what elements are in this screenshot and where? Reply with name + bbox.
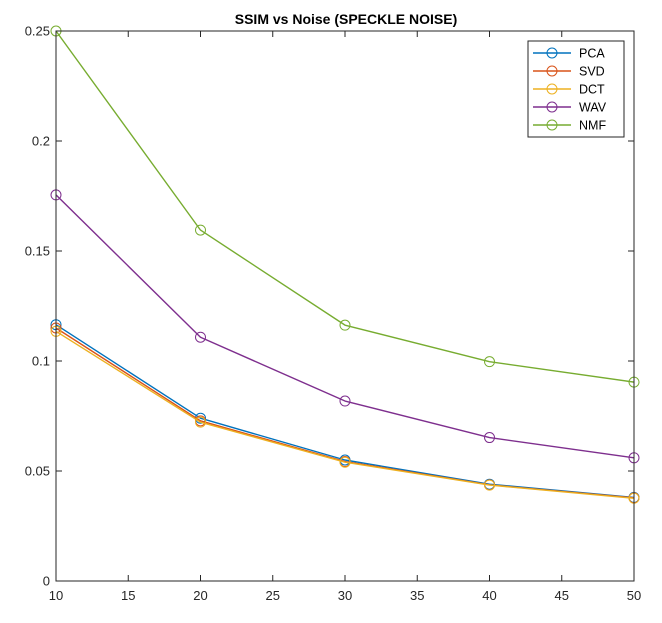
data-point-wav [339, 395, 351, 407]
legend-label-nmf: NMF [579, 119, 606, 133]
data-point-wav [195, 331, 206, 343]
series-line-wav [55, 194, 635, 459]
x-tick-label: 45 [555, 588, 569, 603]
y-tick-label: 0.15 [25, 244, 50, 259]
x-tick-label: 35 [410, 588, 424, 603]
legend-marker-wav [546, 101, 558, 113]
legend-marker-nmf [546, 119, 558, 131]
x-tick-label: 15 [121, 588, 135, 603]
data-point-wav [484, 432, 495, 444]
series-line-dct [55, 330, 635, 499]
data-point-nmf [195, 224, 206, 236]
data-point-dct [484, 479, 495, 491]
x-tick-label: 10 [49, 588, 63, 603]
legend: PCA SVD DCT WAV NMF [527, 40, 625, 138]
x-tick-label: 30 [338, 588, 352, 603]
x-tick-label: 20 [193, 588, 207, 603]
data-point-nmf [484, 356, 495, 368]
legend-marker-dct [546, 83, 558, 95]
data-point-dct [195, 416, 206, 428]
x-tick-label: 40 [482, 588, 496, 603]
x-tick-label: 50 [627, 588, 641, 603]
legend-label-svd: SVD [579, 65, 605, 79]
legend-marker-svd [546, 65, 558, 77]
y-tick-label: 0.25 [25, 24, 50, 39]
legend-label-pca: PCA [579, 47, 605, 61]
axes: 10 15 20 25 30 35 40 45 50 0 0.05 0.1 0.15 0.2 0.25 [25, 24, 642, 604]
y-tick-label: 0.05 [25, 464, 50, 479]
data-point-nmf [339, 319, 351, 331]
legend-marker-pca [546, 47, 558, 59]
y-tick-label: 0.2 [32, 134, 50, 149]
chart-title: SSIM vs Noise (SPECKLE NOISE) [235, 11, 458, 27]
legend-label-wav: WAV [579, 101, 607, 115]
data-point-dct [339, 456, 351, 468]
legend-label-dct: DCT [579, 83, 605, 97]
y-tick-label: 0 [43, 574, 50, 589]
y-tick-label: 0.1 [32, 354, 50, 369]
x-tick-label: 25 [266, 588, 280, 603]
series-line-nmf [55, 30, 635, 383]
